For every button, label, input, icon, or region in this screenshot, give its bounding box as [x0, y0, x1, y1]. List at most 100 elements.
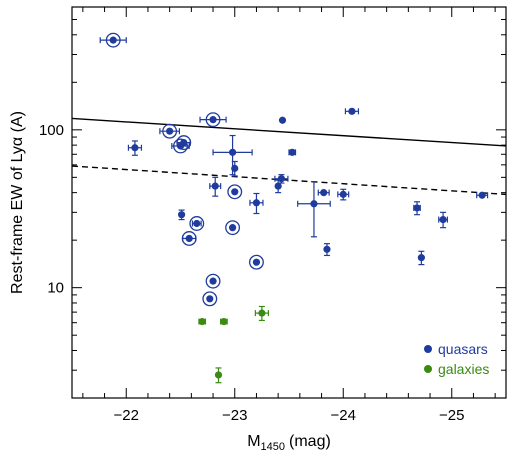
- point-ring: [189, 216, 205, 231]
- point-marker: [206, 295, 214, 303]
- point-marker: [417, 254, 425, 262]
- data-point-quasars-26: [438, 211, 449, 229]
- data-point-quasars-21: [317, 189, 330, 197]
- point-marker: [185, 234, 193, 243]
- point-ring: [202, 291, 218, 307]
- point-ring: [225, 220, 241, 236]
- point-marker: [258, 309, 266, 317]
- point-marker: [274, 182, 282, 190]
- data-point-quasars-16: [249, 192, 264, 215]
- data-point-galaxies-2: [254, 305, 269, 322]
- point-marker: [166, 127, 174, 135]
- y-axis-label: Rest-frame EW of Lyα (A): [9, 111, 26, 294]
- y-tick-label: 10: [47, 280, 64, 297]
- x-axis-label-unit: (mag): [289, 433, 331, 450]
- data-point-quasars-28: [249, 254, 264, 270]
- x-tick-label: −22: [114, 407, 139, 424]
- point-marker: [288, 148, 296, 156]
- point-marker: [193, 219, 201, 228]
- point-ring: [181, 231, 197, 246]
- data-point-quasars-9: [189, 216, 205, 231]
- plot-frame: [71, 6, 507, 399]
- point-marker: [131, 144, 139, 152]
- legend-label-quasars: quasars: [438, 341, 488, 357]
- point-ring: [105, 32, 121, 48]
- legend: quasars galaxies: [424, 341, 489, 377]
- point-ring: [205, 112, 221, 128]
- point-marker: [220, 317, 228, 326]
- point-marker: [252, 199, 261, 207]
- legend-marker-quasars: [424, 345, 432, 353]
- x-axis-label-main: M: [247, 433, 260, 450]
- x-axis-label: M1450 (mag): [247, 433, 331, 453]
- point-marker: [228, 148, 237, 156]
- data-point-quasars-5: [199, 112, 227, 128]
- data-point-quasars-30: [202, 291, 218, 307]
- point-marker: [209, 116, 217, 124]
- data-point-quasars-11: [209, 176, 222, 197]
- point-marker: [231, 188, 239, 196]
- point-marker: [310, 200, 318, 208]
- data-point-quasars-29: [205, 273, 221, 289]
- point-marker: [211, 182, 219, 190]
- data-point-quasars-24: [413, 201, 421, 216]
- point-marker: [348, 107, 356, 115]
- reference-line-dashed: [72, 165, 506, 196]
- point-marker: [278, 116, 287, 124]
- point-marker: [439, 215, 447, 224]
- data-point-quasars-22: [323, 243, 331, 257]
- data-point-quasars-7: [344, 107, 360, 115]
- point-marker: [277, 175, 286, 183]
- reference-line-solid: [72, 117, 506, 147]
- data-point-quasars-10: [181, 231, 197, 246]
- point-marker: [252, 258, 261, 266]
- data-point-quasars-4: [176, 135, 192, 151]
- data-point-quasars-0: [99, 32, 127, 48]
- point-marker: [323, 245, 331, 253]
- y-tick-label: 100: [39, 122, 64, 139]
- point-marker: [228, 224, 237, 232]
- data-point-quasars-15: [225, 220, 241, 236]
- point-marker: [320, 189, 328, 197]
- point-ring: [205, 273, 221, 289]
- x-axis-label-sub: 1450: [261, 441, 285, 453]
- point-ring: [162, 123, 178, 139]
- x-tick-label: −24: [331, 407, 356, 424]
- data-point-quasars-13: [231, 160, 239, 177]
- point-marker: [109, 36, 117, 44]
- data-point-quasars-25: [417, 250, 425, 266]
- data-point-galaxies-3: [214, 367, 223, 384]
- point-ring: [227, 184, 243, 200]
- point-ring: [249, 254, 264, 270]
- data-point-quasars-6: [278, 116, 287, 124]
- data-point-quasars-27: [476, 191, 489, 199]
- data-point-quasars-1: [127, 140, 143, 156]
- data-point-galaxies-1: [220, 317, 228, 326]
- legend-marker-galaxies: [424, 365, 432, 373]
- data-point-quasars-8: [177, 209, 186, 221]
- point-marker: [180, 138, 188, 147]
- point-marker: [198, 317, 206, 326]
- data-point-quasars-14: [227, 184, 243, 200]
- data-point-galaxies-0: [198, 317, 207, 326]
- point-marker: [177, 211, 186, 219]
- point-marker: [478, 191, 486, 199]
- data-point-quasars-18: [274, 174, 289, 184]
- point-ring: [173, 138, 188, 154]
- x-tick-label: −25: [439, 407, 464, 424]
- data-point-quasars-23: [337, 188, 350, 201]
- axes: −22 −23 −24 −25 10 100: [39, 6, 507, 424]
- data-point-quasars-2: [159, 123, 181, 139]
- data-point-quasars-20: [297, 180, 331, 238]
- point-marker: [214, 371, 223, 379]
- data-point-quasars-19: [288, 148, 297, 156]
- point-marker: [413, 204, 421, 212]
- x-tick-label: −23: [222, 407, 247, 424]
- point-ring: [176, 135, 192, 151]
- point-marker: [339, 190, 347, 198]
- plot-area: [72, 32, 506, 384]
- point-marker: [231, 164, 239, 172]
- point-marker: [209, 277, 217, 285]
- legend-label-galaxies: galaxies: [438, 361, 489, 377]
